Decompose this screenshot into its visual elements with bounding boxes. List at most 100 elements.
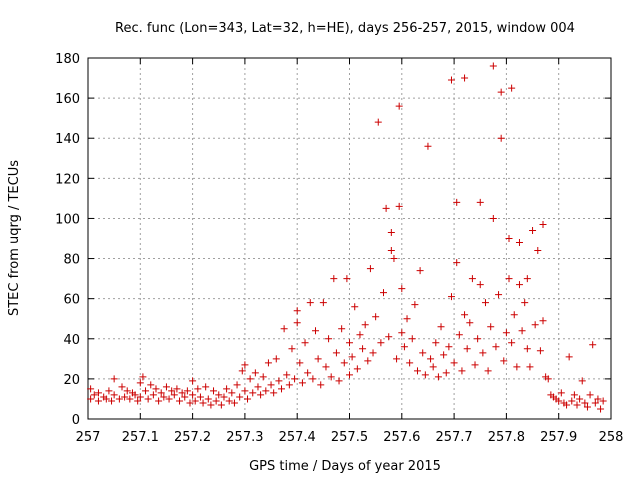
data-point <box>340 359 348 367</box>
data-point <box>291 375 299 383</box>
data-point <box>110 375 118 383</box>
data-point <box>149 391 157 399</box>
data-point <box>563 401 571 409</box>
data-point <box>191 397 199 405</box>
data-point <box>581 399 589 407</box>
data-point <box>94 389 102 397</box>
data-point <box>178 389 186 397</box>
data-point <box>393 355 401 363</box>
data-point <box>348 353 356 361</box>
data-point <box>139 373 147 381</box>
y-tick-label: 0 <box>72 413 80 428</box>
data-point <box>492 343 500 351</box>
data-point <box>317 381 325 389</box>
data-point <box>573 401 581 409</box>
data-point <box>241 361 249 369</box>
data-points <box>87 62 607 413</box>
grid-lines <box>88 58 611 419</box>
data-point <box>529 226 537 234</box>
data-point <box>296 359 304 367</box>
data-point <box>105 387 113 395</box>
data-point <box>359 345 367 353</box>
data-point <box>398 329 406 337</box>
data-point <box>236 393 244 401</box>
data-point <box>196 393 204 401</box>
data-point <box>298 379 306 387</box>
data-point <box>251 369 259 377</box>
data-point <box>207 401 215 409</box>
data-point <box>377 339 385 347</box>
data-point <box>526 363 534 371</box>
data-point <box>270 389 278 397</box>
data-point <box>497 134 505 142</box>
data-point <box>461 74 469 82</box>
data-point <box>382 204 390 212</box>
data-point <box>319 299 327 307</box>
data-point <box>591 399 599 407</box>
x-tick-label: 257.9 <box>540 430 577 445</box>
data-point <box>374 118 382 126</box>
data-point <box>521 299 529 307</box>
y-axis-label: STEC from uqrg / TECUs <box>7 160 22 316</box>
data-point <box>254 383 262 391</box>
data-point <box>508 84 516 92</box>
data-point <box>285 381 293 389</box>
data-point <box>597 405 605 413</box>
data-point <box>568 397 576 405</box>
data-point <box>387 228 395 236</box>
y-axis: 0 20 40 60 80 100 120 140 160 180 <box>55 52 611 428</box>
data-point <box>343 275 351 283</box>
data-point <box>523 345 531 353</box>
y-tick-label: 120 <box>55 172 80 187</box>
data-point <box>94 397 102 405</box>
data-point <box>442 369 450 377</box>
x-tick-label: 257.1 <box>122 430 159 445</box>
x-tick-label: 257.3 <box>226 430 263 445</box>
data-point <box>531 321 539 329</box>
data-point <box>283 371 291 379</box>
data-point <box>293 319 301 327</box>
data-point <box>115 395 123 403</box>
data-point <box>351 303 359 311</box>
data-point <box>419 349 427 357</box>
data-point <box>565 353 573 361</box>
data-point <box>152 385 160 393</box>
data-point <box>160 393 168 401</box>
data-point <box>121 393 129 401</box>
y-tick-label: 180 <box>55 52 80 67</box>
data-point <box>385 333 393 341</box>
data-point <box>495 291 503 299</box>
data-point <box>515 239 523 247</box>
data-point <box>322 363 330 371</box>
data-point <box>220 393 228 401</box>
data-point <box>406 359 414 367</box>
data-point <box>518 327 526 335</box>
data-point <box>102 395 110 403</box>
data-point <box>505 275 513 283</box>
data-point <box>244 395 252 403</box>
data-point <box>453 259 461 267</box>
data-point <box>259 373 267 381</box>
data-point <box>372 313 380 321</box>
y-tick-label: 60 <box>63 293 80 308</box>
data-point <box>479 349 487 357</box>
data-point <box>327 373 335 381</box>
data-point <box>162 383 170 391</box>
data-point <box>186 399 194 407</box>
data-point <box>126 395 134 403</box>
data-point <box>181 393 189 401</box>
y-tick-label: 100 <box>55 212 80 227</box>
data-point <box>264 359 272 367</box>
data-point <box>487 323 495 331</box>
data-point <box>335 377 343 385</box>
data-point <box>395 102 403 110</box>
x-axis-label: GPS time / Days of year 2015 <box>249 459 441 474</box>
data-point <box>267 381 275 389</box>
data-point <box>275 377 283 385</box>
data-point <box>87 385 95 393</box>
data-point <box>204 395 212 403</box>
data-point <box>353 365 361 373</box>
data-point <box>544 375 552 383</box>
data-point <box>293 307 301 315</box>
data-point <box>330 275 338 283</box>
